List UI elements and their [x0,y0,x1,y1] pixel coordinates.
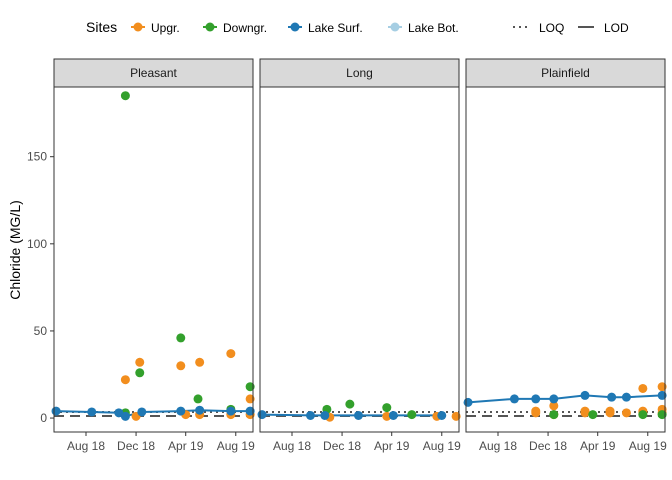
data-point [382,403,392,413]
legend-label: Upgr. [151,21,180,35]
x-tick-label: Apr 19 [374,439,410,453]
legend-label: Lake Bot. [408,21,459,35]
data-point [607,392,617,402]
panel: Pleasant Aug 18 Dec 18 Apr 19 Aug 19 0 50 100 15… [27,58,255,453]
x-tick-label: Aug 19 [217,439,255,453]
x-tick-label: Aug 18 [273,439,311,453]
data-point [588,410,598,420]
panel-frame [465,86,666,433]
data-point [176,333,186,343]
data-point [407,410,417,420]
x-tick-label: Aug 18 [67,439,105,453]
data-point [509,394,519,404]
data-point [195,357,205,367]
legend-label: Lake Surf. [308,21,363,35]
panel-background [466,87,665,432]
legend-key-point [290,22,300,32]
data-point [135,357,145,367]
data-point [638,383,648,393]
data-point [580,406,590,416]
legend: Sites Upgr. Downgr. Lake Surf. Lake Bot. LOQ L… [86,19,629,35]
data-point [305,410,315,420]
panel: Long Aug 18 Dec 18 Apr 19 Aug 19 [257,58,461,453]
panel-background [260,87,459,432]
legend-key-point [133,22,143,32]
x-tick-label: Apr 19 [168,439,204,453]
data-point [226,349,236,359]
legend-title: Sites [86,19,117,35]
data-point [451,411,461,421]
data-point [549,410,559,420]
legend-key-point [390,22,400,32]
legend-key-point [205,22,215,32]
data-point [345,399,355,409]
panel: Plainfield Aug 18 Dec 18 Apr 19 Aug 19 [463,58,667,453]
legend-label: Downgr. [223,21,267,35]
y-tick-label: 100 [27,237,47,251]
data-point [657,410,667,420]
y-tick-label: 0 [40,411,47,425]
data-point [638,410,648,420]
data-point [120,91,130,101]
data-point [245,406,255,416]
panel-strip [465,58,666,88]
data-point [195,405,205,415]
data-point [388,410,398,420]
data-point [463,397,473,407]
y-tick-label: 150 [27,150,47,164]
data-point [120,411,130,421]
data-point [353,410,363,420]
panel-title: Plainfield [541,66,590,80]
x-tick-label: Dec 18 [529,439,567,453]
x-tick-label: Aug 18 [479,439,517,453]
x-tick-label: Aug 19 [629,439,667,453]
data-point [621,408,631,418]
data-point [193,394,203,404]
panel-strip [53,58,254,88]
panel-title: Pleasant [130,66,177,80]
x-tick-label: Dec 18 [323,439,361,453]
x-tick-label: Aug 19 [423,439,461,453]
data-point [549,394,559,404]
data-point [580,390,590,400]
panel-title: Long [346,66,373,80]
data-point [657,390,667,400]
series-line [262,413,442,417]
data-point [245,382,255,392]
data-point [120,375,130,385]
data-point [176,361,186,371]
panel-frame [259,86,460,433]
data-point [135,368,145,378]
data-point [621,392,631,402]
data-point [87,407,97,417]
data-point [531,406,541,416]
legend-label: LOQ [539,21,564,35]
data-point [382,411,392,421]
data-point [605,406,615,416]
y-tick-label: 50 [34,324,48,338]
data-point [137,407,147,417]
data-point [176,406,186,416]
y-axis-label: Chloride (MG/L) [7,200,23,300]
data-point [320,410,330,420]
data-point [257,410,267,420]
data-point [531,394,541,404]
data-point [437,410,447,420]
data-point [549,401,559,411]
panel-frame [53,86,254,433]
x-tick-label: Dec 18 [117,439,155,453]
data-point [245,394,255,404]
x-tick-label: Apr 19 [580,439,616,453]
data-point [226,406,236,416]
legend-label: LOD [604,21,629,35]
panel-background [54,87,253,432]
facet-panels: Pleasant Aug 18 Dec 18 Apr 19 Aug 19 0 50 100 15… [27,58,667,453]
data-point [657,382,667,392]
data-point [51,406,61,416]
